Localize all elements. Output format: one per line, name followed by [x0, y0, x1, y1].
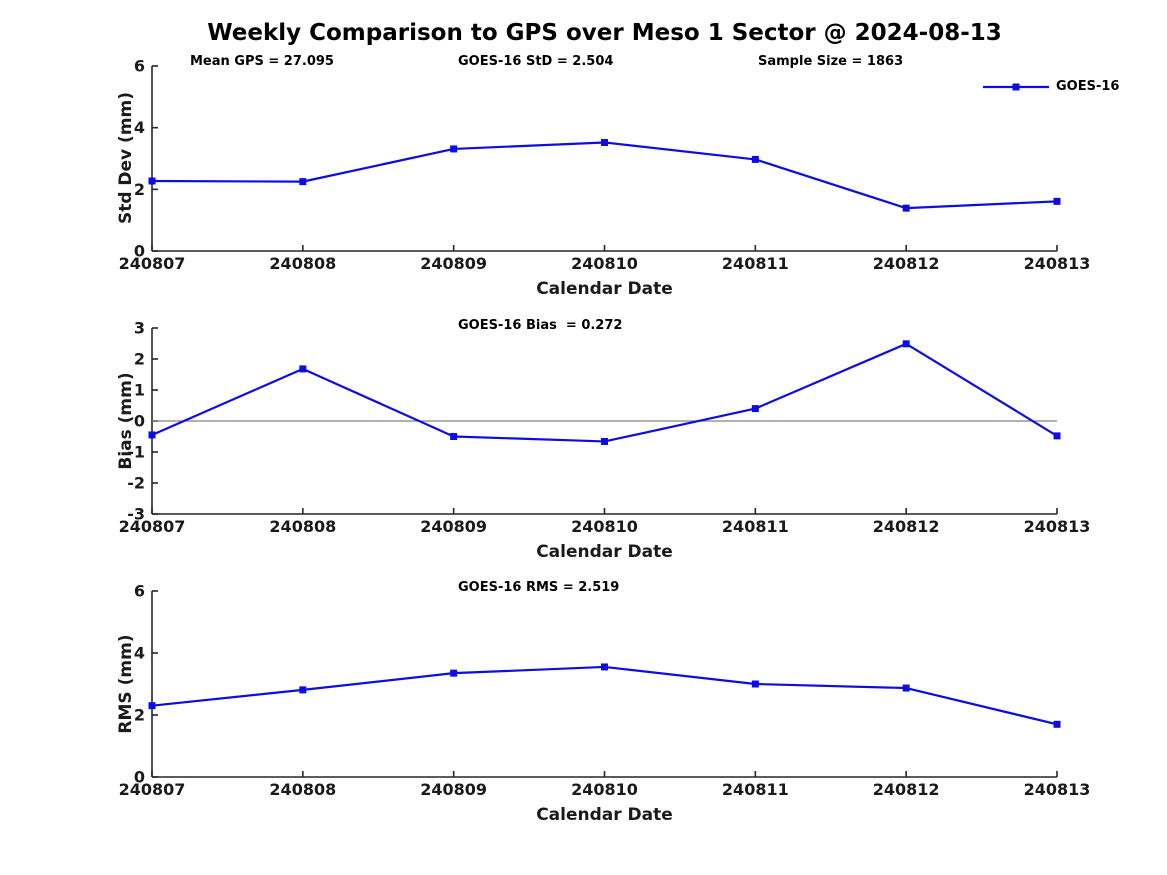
rms-series-line	[151, 665, 1058, 726]
data-point-marker	[148, 702, 156, 710]
data-point-marker	[148, 431, 156, 439]
y-tick-label: -2	[127, 474, 145, 493]
x-tick-label: 240812	[873, 780, 940, 799]
data-point-marker	[299, 178, 307, 186]
annotation-sample-size: Sample Size = 1863	[758, 54, 904, 69]
y-tick-label: 6	[134, 582, 145, 601]
data-point-marker	[299, 365, 307, 373]
x-tick-label: 240810	[571, 517, 638, 536]
data-point-marker	[148, 177, 156, 185]
ylabel-rms: RMS (mm)	[116, 634, 136, 734]
y-tick-label: 0	[134, 242, 145, 261]
legend-marker	[1012, 83, 1020, 90]
y-tick-label: 4	[134, 644, 145, 663]
x-tick-label: 240808	[269, 517, 336, 536]
data-point-marker	[601, 663, 608, 671]
x-tick-label: 240813	[1024, 517, 1091, 536]
xlabel-calendar-date-1: Calendar Date	[536, 279, 673, 299]
data-point-marker	[751, 405, 759, 413]
y-tick-label: 1	[134, 381, 145, 400]
x-tick-label: 240812	[873, 254, 940, 273]
x-tick-label: 240807	[119, 254, 186, 273]
data-point-marker	[902, 204, 910, 212]
std-dev-series-line	[151, 141, 1058, 210]
x-tick-label: 240811	[722, 517, 789, 536]
data-point-marker	[902, 340, 910, 348]
annotation-goes-std: GOES-16 StD = 2.504	[458, 54, 614, 69]
y-tick-label: 2	[134, 350, 145, 369]
data-point-marker	[299, 686, 307, 694]
y-tick-label: -3	[127, 505, 145, 524]
chart-title: Weekly Comparison to GPS over Meso 1 Sec…	[207, 20, 1002, 46]
x-tick-label: 240808	[269, 780, 336, 799]
x-tick-label: 240807	[119, 517, 186, 536]
y-tick-label: 0	[134, 768, 145, 787]
legend-label: GOES-16	[1056, 79, 1120, 94]
annotation-goes-rms: GOES-16 RMS = 2.519	[458, 580, 620, 595]
data-point-marker	[450, 145, 458, 153]
ylabel-bias: Bias (mm)	[116, 372, 136, 470]
y-tick-label: -1	[127, 443, 145, 462]
y-tick-label: 2	[134, 180, 145, 199]
x-tick-label: 240809	[420, 517, 487, 536]
data-point-marker	[1053, 432, 1061, 440]
data-point-marker	[601, 437, 608, 445]
bias-subplot: -3 -2 -1 0 1 2 3 240807 240808 240809 240810 240811…	[119, 319, 1091, 537]
annotation-mean-gps: Mean GPS = 27.095	[190, 54, 334, 69]
annotation-goes-bias: GOES-16 Bias = 0.272	[458, 318, 623, 333]
data-point-marker	[601, 138, 608, 146]
data-point-marker	[450, 669, 458, 677]
x-tick-label: 240811	[722, 254, 789, 273]
x-tick-label: 240813	[1024, 254, 1091, 273]
x-tick-label: 240812	[873, 517, 940, 536]
data-point-marker	[1053, 197, 1061, 205]
y-tick-label: 4	[134, 118, 145, 137]
x-tick-label: 240811	[722, 780, 789, 799]
data-point-marker	[1053, 720, 1061, 728]
y-tick-label: 6	[134, 57, 145, 76]
x-tick-label: 240809	[420, 780, 487, 799]
bias-series-line	[151, 342, 1058, 443]
x-tick-label: 240813	[1024, 780, 1091, 799]
std-dev-subplot: 0 2 4 6 240807 240808 240809 240810 240811 240812…	[119, 57, 1091, 274]
legend-line-icon	[983, 83, 1049, 90]
x-tick-label: 240807	[119, 780, 186, 799]
y-tick-label: 2	[134, 706, 145, 725]
x-tick-label: 240810	[571, 780, 638, 799]
data-point-marker	[751, 680, 759, 688]
rms-subplot: 0 2 4 6 240807 240808 240809 240810 240811 240812…	[119, 582, 1091, 800]
data-point-marker	[902, 684, 910, 692]
x-tick-label: 240808	[269, 254, 336, 273]
x-tick-label: 240809	[420, 254, 487, 273]
y-tick-label: 3	[134, 319, 145, 338]
x-tick-label: 240810	[571, 254, 638, 273]
legend: GOES-16	[983, 79, 1119, 94]
xlabel-calendar-date-3: Calendar Date	[536, 805, 673, 825]
xlabel-calendar-date-2: Calendar Date	[536, 542, 673, 562]
data-point-marker	[450, 433, 458, 440]
y-tick-label: 0	[134, 412, 145, 431]
ylabel-std-dev: Std Dev (mm)	[116, 91, 136, 225]
data-point-marker	[751, 155, 759, 163]
